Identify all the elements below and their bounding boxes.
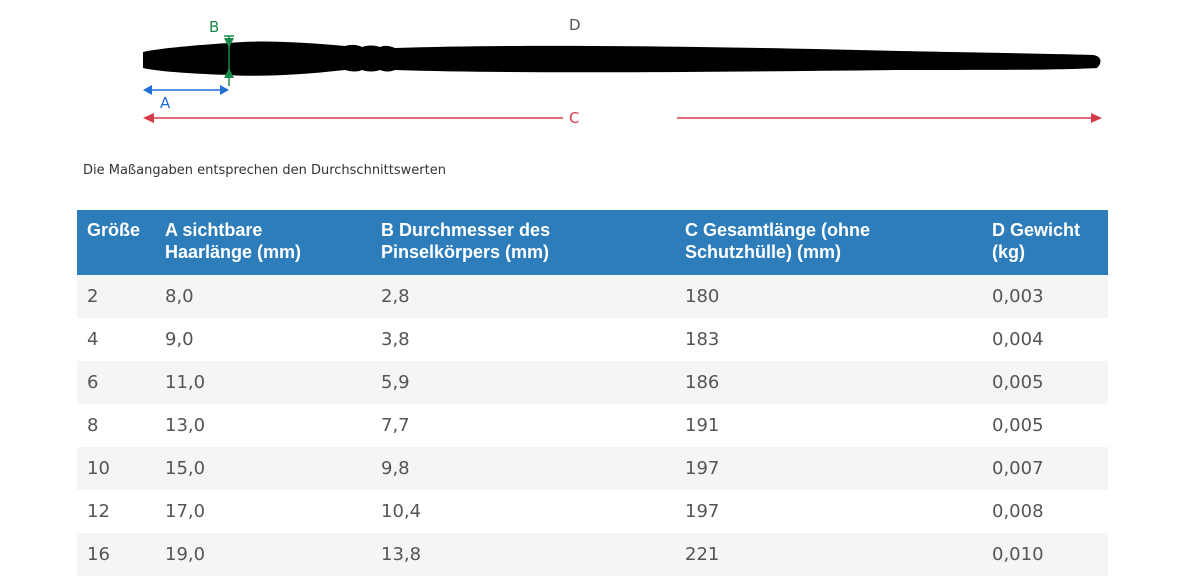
cell-size: 8 [77,404,155,447]
size-table: Größe A sichtbare Haarlänge (mm) B Durchm… [77,210,1108,576]
cell-diameter: 13,8 [371,533,675,576]
cell-diameter: 5,9 [371,361,675,404]
cell-size: 16 [77,533,155,576]
measurement-note: Die Maßangaben entsprechen den Durchschn… [83,163,446,178]
table-row: 2 8,0 2,8 180 0,003 [77,275,1108,318]
label-a: A [160,94,171,112]
cell-diameter: 7,7 [371,404,675,447]
table-row: 4 9,0 3,8 183 0,004 [77,318,1108,361]
cell-weight: 0,008 [982,490,1108,533]
cell-hair-length: 17,0 [155,490,371,533]
brush-diagram: B A C D [143,16,1102,127]
cell-size: 6 [77,361,155,404]
table-row: 16 19,0 13,8 221 0,010 [77,533,1108,576]
c-arrow-left [143,113,154,123]
cell-weight: 0,010 [982,533,1108,576]
cell-total-length: 191 [675,404,982,447]
cell-hair-length: 19,0 [155,533,371,576]
header-hair-length: A sichtbare Haarlänge (mm) [155,210,371,275]
b-arrow-down [224,38,234,48]
c-arrow-right [1091,113,1102,123]
cell-hair-length: 13,0 [155,404,371,447]
b-arrow-up [224,68,234,78]
header-weight: D Gewicht (kg) [982,210,1108,275]
cell-hair-length: 11,0 [155,361,371,404]
cell-weight: 0,005 [982,361,1108,404]
cell-diameter: 10,4 [371,490,675,533]
label-c: C [569,109,579,127]
cell-total-length: 197 [675,490,982,533]
header-size: Größe [77,210,155,275]
cell-total-length: 221 [675,533,982,576]
cell-total-length: 180 [675,275,982,318]
a-arrow-left [143,85,152,95]
cell-size: 4 [77,318,155,361]
cell-total-length: 183 [675,318,982,361]
cell-size: 12 [77,490,155,533]
a-arrow-right [220,85,229,95]
cell-hair-length: 8,0 [155,275,371,318]
cell-size: 10 [77,447,155,490]
label-d: D [569,16,581,34]
table-row: 8 13,0 7,7 191 0,005 [77,404,1108,447]
cell-weight: 0,004 [982,318,1108,361]
table-body: 2 8,0 2,8 180 0,003 4 9,0 3,8 183 0,004 … [77,275,1108,576]
cell-diameter: 3,8 [371,318,675,361]
cell-diameter: 2,8 [371,275,675,318]
cell-weight: 0,005 [982,404,1108,447]
table-row: 6 11,0 5,9 186 0,005 [77,361,1108,404]
cell-weight: 0,007 [982,447,1108,490]
table-header-row: Größe A sichtbare Haarlänge (mm) B Durchm… [77,210,1108,275]
table-row: 12 17,0 10,4 197 0,008 [77,490,1108,533]
cell-total-length: 197 [675,447,982,490]
brush-silhouette [143,41,1101,76]
label-b: B [209,18,219,36]
cell-weight: 0,003 [982,275,1108,318]
cell-hair-length: 15,0 [155,447,371,490]
table-row: 10 15,0 9,8 197 0,007 [77,447,1108,490]
cell-diameter: 9,8 [371,447,675,490]
cell-total-length: 186 [675,361,982,404]
cell-hair-length: 9,0 [155,318,371,361]
header-diameter: B Durchmesser des Pinselkörpers (mm) [371,210,675,275]
header-total-length: C Gesamtlänge (ohne Schutzhülle) (mm) [675,210,982,275]
cell-size: 2 [77,275,155,318]
